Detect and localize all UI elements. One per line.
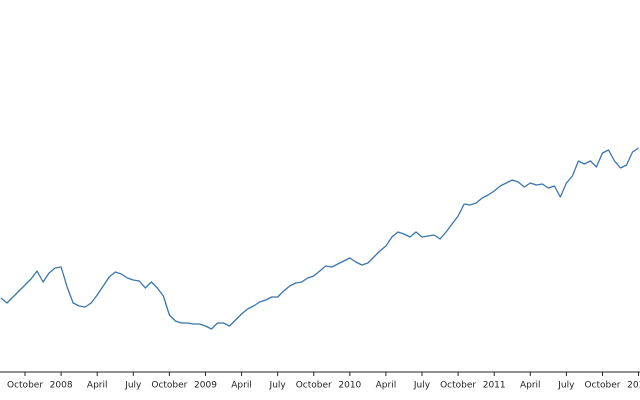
- x-tick-label: July: [269, 381, 287, 391]
- x-tick-label: 2011: [483, 381, 506, 391]
- x-tick-label: October: [584, 381, 620, 391]
- x-tick-label: 2009: [194, 381, 217, 391]
- x-tick-label: October: [7, 381, 43, 391]
- x-tick-label: July: [413, 381, 431, 391]
- x-tick-label: July: [557, 381, 575, 391]
- x-tick-label: 2008: [50, 381, 73, 391]
- line: [0, 147, 639, 330]
- x-tick-label: 2012: [627, 381, 640, 391]
- x-tick-label: October: [440, 381, 476, 391]
- x-tick-label: April: [87, 381, 108, 391]
- x-tick-label: October: [151, 381, 187, 391]
- x-tick-label: July: [124, 381, 142, 391]
- x-tick-label: 2010: [338, 381, 361, 391]
- x-tick-label: April: [376, 381, 397, 391]
- x-tick-label: April: [520, 381, 541, 391]
- x-tick-label: April: [231, 381, 252, 391]
- x-tick-label: October: [296, 381, 332, 391]
